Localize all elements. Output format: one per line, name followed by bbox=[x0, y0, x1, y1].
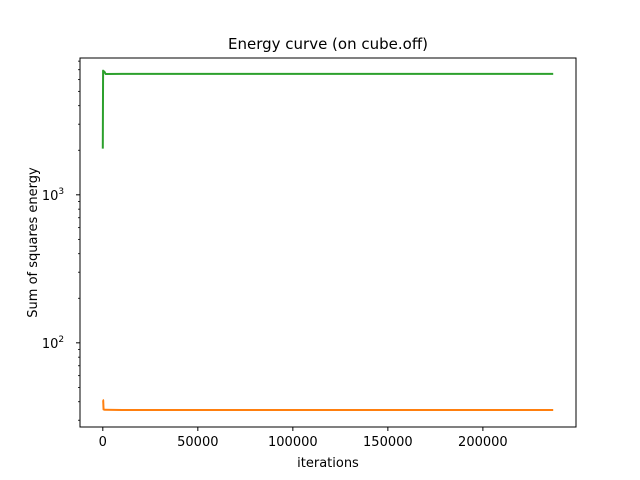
x-axis: 0 50000 100000 150000 200000 bbox=[99, 427, 508, 450]
x-axis-label: iterations bbox=[297, 456, 359, 471]
series-line-0 bbox=[102, 399, 554, 411]
y-tick-label: 103 bbox=[42, 187, 64, 204]
series-layer bbox=[101, 69, 554, 411]
x-tick-label: 200000 bbox=[458, 435, 508, 450]
x-tick-label: 100000 bbox=[268, 435, 318, 450]
plot-frame bbox=[79, 57, 577, 428]
y-axis-label: Sum of squares energy bbox=[26, 167, 41, 318]
y-tick-label: 102 bbox=[42, 335, 64, 352]
y-axis: 102 103 bbox=[42, 60, 80, 421]
x-tick-label: 150000 bbox=[363, 435, 413, 450]
chart-title: Energy curve (on cube.off) bbox=[228, 35, 428, 53]
x-tick-label: 0 bbox=[99, 435, 107, 450]
x-tick-label: 50000 bbox=[177, 435, 218, 450]
series-line-1 bbox=[101, 69, 554, 149]
